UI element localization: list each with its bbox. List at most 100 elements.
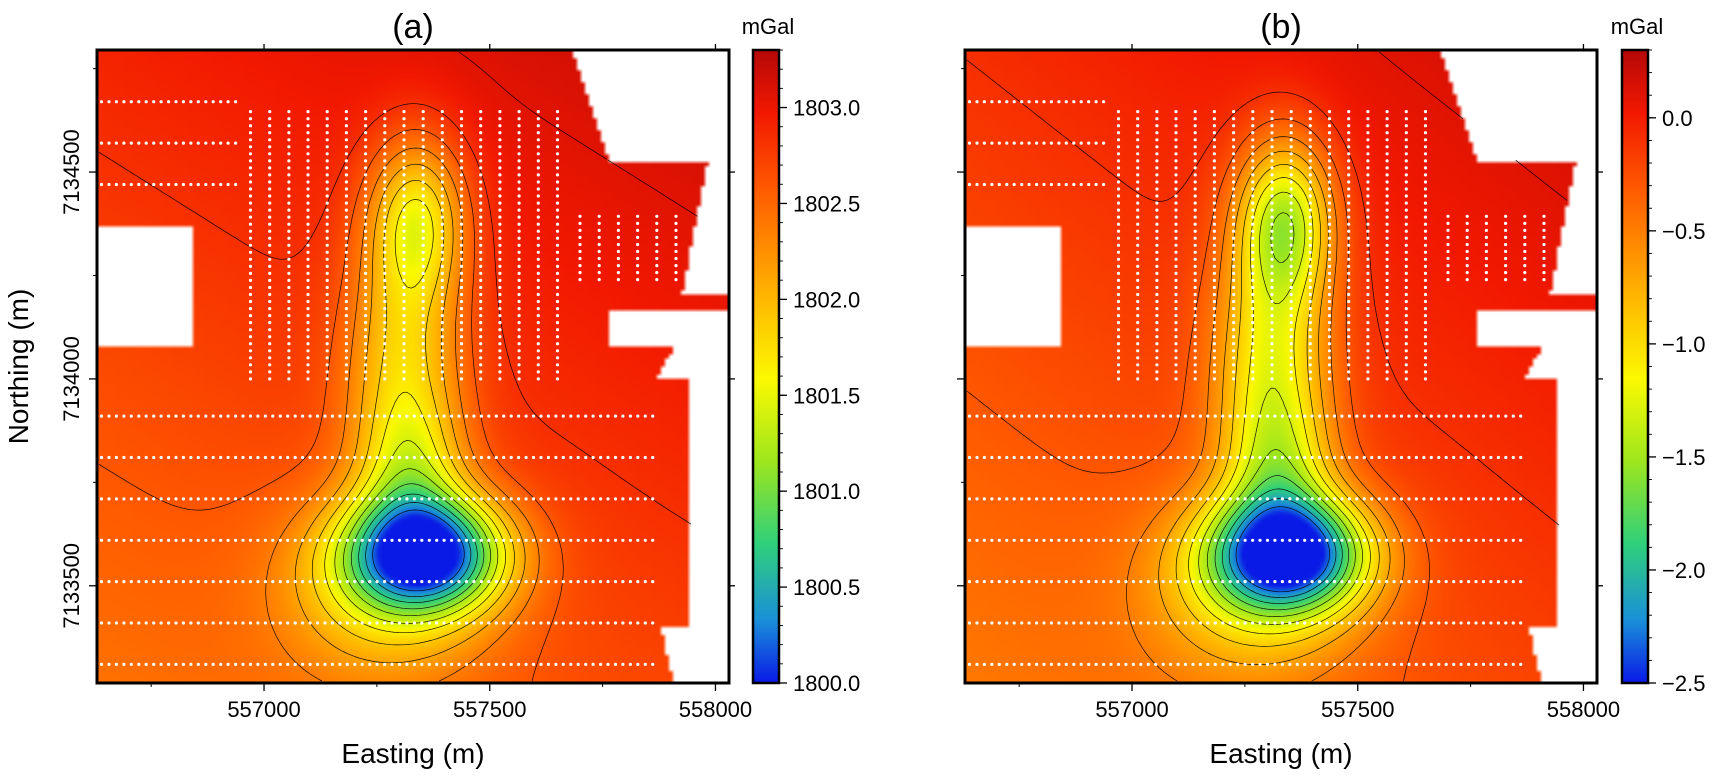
station-dot (1310, 538, 1314, 542)
station-dot (502, 455, 506, 460)
station-dot (248, 299, 253, 304)
station-dot (1251, 356, 1255, 360)
station-dot (1392, 580, 1396, 584)
station-dot (1155, 264, 1159, 268)
station-dot (268, 215, 272, 219)
station-dot (636, 414, 640, 418)
station-dot (1079, 455, 1083, 460)
station-dot (1377, 538, 1381, 542)
station-dot (1289, 271, 1293, 275)
station-dot (1116, 222, 1121, 226)
station-dot (1035, 100, 1039, 104)
station-dot (144, 182, 148, 187)
station-dot (1511, 455, 1515, 460)
station-dot (1340, 455, 1344, 460)
station-dot (1519, 621, 1523, 625)
station-dot (555, 328, 560, 332)
station-dot (421, 173, 425, 177)
station-dot (536, 243, 540, 247)
station-dot (364, 349, 368, 353)
station-dot (1136, 208, 1140, 212)
station-dot (1116, 257, 1121, 261)
station-dot (1020, 414, 1024, 418)
station-dot (554, 662, 558, 667)
station-dot (616, 221, 621, 225)
station-dot (360, 538, 364, 542)
station-dot (576, 538, 580, 542)
station-dot (421, 278, 425, 282)
station-dot (1308, 278, 1312, 282)
station-dot (364, 257, 368, 261)
station-dot (1116, 335, 1121, 339)
station-dot (479, 356, 483, 360)
station-dot (1347, 497, 1351, 501)
station-dot (1385, 124, 1389, 128)
station-dot (345, 662, 349, 667)
station-dot (628, 455, 633, 460)
station-dot (1232, 222, 1236, 226)
station-dot (1366, 363, 1370, 367)
station-dot (1459, 621, 1463, 625)
station-dot (364, 285, 368, 290)
station-dot (479, 257, 483, 261)
station-dot (196, 497, 200, 501)
station-dot (427, 580, 431, 584)
station-dot (498, 264, 502, 268)
station-dot (1012, 455, 1016, 460)
station-dot (1404, 229, 1408, 233)
station-dot (1523, 264, 1527, 268)
station-dot (1258, 621, 1262, 625)
station-dot (997, 182, 1001, 187)
station-dot (636, 235, 640, 239)
station-dot (129, 621, 133, 625)
station-dot (1232, 187, 1236, 191)
station-dot (1212, 321, 1216, 325)
contour-line (1378, 51, 1568, 201)
station-dot (555, 236, 560, 240)
station-dot (1232, 342, 1236, 346)
station-dot (1437, 621, 1441, 625)
station-dot (1423, 159, 1428, 163)
station-dot (517, 314, 521, 318)
station-dot (344, 278, 348, 282)
station-dot (306, 201, 310, 205)
station-dot (1232, 180, 1236, 184)
station-dot (114, 455, 118, 460)
station-dot (1212, 180, 1216, 184)
station-dot (1020, 538, 1024, 542)
colorbar-tick-label: 0.0 (1662, 106, 1693, 131)
station-dot (412, 455, 416, 460)
station-dot (1422, 621, 1426, 625)
station-dot (248, 285, 253, 290)
station-dot (1465, 264, 1469, 268)
station-dot (226, 497, 230, 501)
station-dot (479, 363, 483, 367)
station-dot (440, 124, 444, 128)
station-dot (368, 662, 372, 667)
station-dot (1198, 414, 1202, 418)
station-dot (196, 580, 200, 584)
station-dot (1484, 264, 1488, 268)
station-dot (1258, 455, 1262, 460)
station-dot (1212, 342, 1216, 346)
station-dot (1042, 580, 1046, 584)
station-dot (421, 335, 425, 339)
station-dot (636, 221, 640, 225)
station-dot (1474, 662, 1478, 667)
station-dot (248, 292, 253, 297)
station-dot (383, 328, 387, 332)
station-dot (405, 580, 409, 584)
contour-line (265, 147, 540, 682)
station-dot (628, 621, 633, 625)
station-dot (584, 621, 588, 625)
station-dot (1422, 414, 1426, 418)
station-dot (315, 538, 320, 542)
station-dot (325, 377, 329, 381)
station-dot (1347, 145, 1351, 149)
station-dot (1154, 414, 1158, 418)
station-dot (1523, 249, 1527, 254)
station-dot (364, 138, 368, 142)
station-dot (1191, 580, 1195, 584)
station-dot (1347, 292, 1351, 297)
station-dot (1467, 662, 1471, 667)
